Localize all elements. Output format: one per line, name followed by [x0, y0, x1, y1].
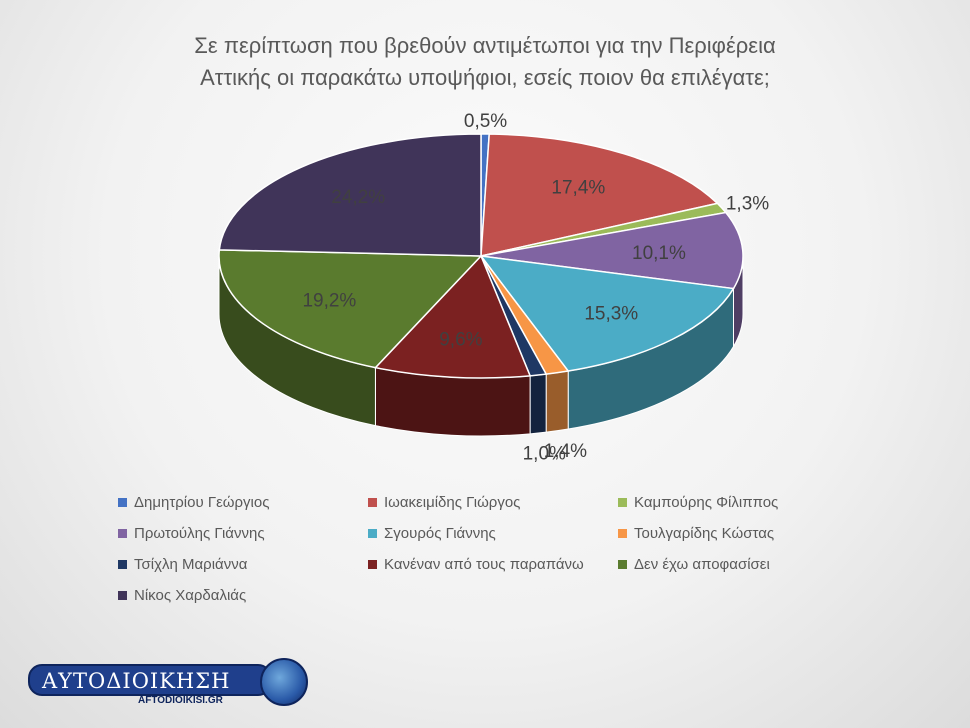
globe-icon: [260, 658, 308, 706]
chart-title: Σε περίπτωση που βρεθούν αντιμέτωποι για…: [0, 30, 970, 94]
legend-item-7: Κανέναν από τους παραπάνω: [368, 552, 618, 576]
data-label-1: 17,4%: [551, 178, 605, 199]
legend-swatch-7: [368, 559, 377, 569]
pie-slice-1: [480, 133, 719, 257]
pie-slice-4: [479, 255, 735, 372]
pie-slice-9: [218, 133, 482, 257]
legend-swatch-1: [368, 497, 377, 507]
data-label-5: 1,4%: [544, 441, 587, 462]
legend-item-5: Τουλγαρίδης Κώστας: [618, 521, 838, 545]
chart-title-line1: Σε περίπτωση που βρεθούν αντιμέτωποι για…: [194, 33, 776, 58]
legend-label-9: Νίκος Χαρδαλιάς: [134, 586, 247, 604]
legend-swatch-5: [618, 528, 627, 538]
chart-title-line2: Αττικής οι παρακάτω υποψήφιοι, εσείς ποι…: [200, 65, 770, 90]
pie-slice-3: [480, 211, 744, 290]
legend-label-2: Καμπούρης Φίλιππος: [634, 493, 779, 511]
pie-slice-7: [373, 254, 532, 379]
legend-item-8: Δεν έχω αποφασίσει: [618, 552, 838, 576]
legend-item-0: Δημητρίου Γεώργιος: [118, 490, 368, 514]
data-label-8: 19,2%: [302, 291, 356, 312]
pie-side-5: [545, 370, 569, 433]
logo-subtext: AFTODIOIKISI.GR: [138, 695, 223, 706]
logo-text: ΑΥΤΟΔΙΟΙΚΗΣΗ: [42, 669, 231, 693]
logo-banner: ΑΥΤΟΔΙΟΙΚΗΣΗ: [28, 664, 272, 696]
data-label-6: 1,0%: [523, 444, 566, 465]
legend-item-3: Πρωτούλης Γιάννης: [118, 521, 368, 545]
pie-slice-8: [218, 249, 483, 369]
legend-item-6: Τσίχλη Μαριάννα: [118, 552, 368, 576]
legend-label-1: Ιωακειμίδης Γιώργος: [384, 493, 521, 511]
legend-label-0: Δημητρίου Γεώργιος: [134, 493, 270, 511]
legend-swatch-4: [368, 528, 377, 538]
legend-label-7: Κανέναν από τους παραπάνω: [384, 555, 584, 573]
data-label-2: 1,3%: [726, 193, 769, 214]
data-label-3: 10,1%: [632, 243, 686, 264]
legend-swatch-2: [618, 497, 627, 507]
legend-swatch-9: [118, 590, 127, 600]
legend-label-3: Πρωτούλης Γιάννης: [134, 524, 265, 542]
legend-swatch-3: [118, 528, 127, 538]
legend-swatch-0: [118, 497, 127, 507]
chart-legend: Δημητρίου Γεώργιος Ιωακειμίδης Γιώργος Καμ…: [118, 490, 838, 607]
legend-item-2: Καμπούρης Φίλιππος: [618, 490, 838, 514]
site-logo: ΑΥΤΟΔΙΟΙΚΗΣΗ AFTODIOIKISI.GR: [28, 658, 308, 708]
data-label-7: 9,6%: [439, 329, 482, 350]
pie-side-6: [529, 373, 547, 435]
pie-chart: 0,5% 17,4% 1,3% 10,1% 15,3% 1,4%1,0% 9,6% 19,2%…: [218, 111, 769, 465]
legend-swatch-8: [618, 559, 627, 569]
legend-swatch-6: [118, 559, 127, 569]
legend-item-4: Σγουρός Γιάννης: [368, 521, 618, 545]
data-label-0: 0,5%: [464, 111, 507, 132]
data-label-4: 15,3%: [584, 304, 638, 325]
legend-label-5: Τουλγαρίδης Κώστας: [634, 524, 775, 542]
legend-label-4: Σγουρός Γιάννης: [384, 524, 496, 542]
legend-label-8: Δεν έχω αποφασίσει: [634, 555, 770, 573]
legend-label-6: Τσίχλη Μαριάννα: [134, 555, 248, 573]
legend-item-1: Ιωακειμίδης Γιώργος: [368, 490, 618, 514]
legend-item-9: Νίκος Χαρδαλιάς: [118, 583, 368, 607]
data-label-9: 24,2%: [331, 187, 385, 208]
